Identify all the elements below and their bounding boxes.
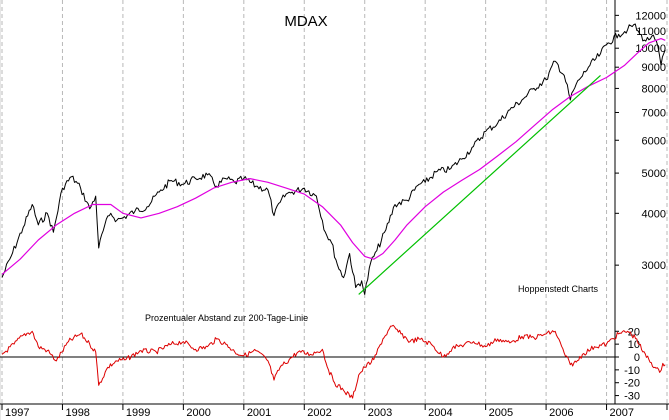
distance-panel-title: Prozentualer Abstand zur 200-Tage-Linie: [145, 313, 308, 323]
x-tick-label: 2002: [307, 407, 331, 419]
series-ma200-line: [1, 38, 666, 275]
x-tick-label: 2000: [186, 407, 210, 419]
price-tick-label: 9000: [642, 62, 666, 74]
distance-tick-label: -30: [624, 391, 640, 403]
series-index-line: [1, 23, 666, 295]
attribution-label: Hoppenstedt Charts: [518, 284, 599, 294]
price-tick-label: 5000: [642, 168, 666, 180]
price-tick-label: 4000: [642, 208, 666, 220]
series-distance-line: [1, 324, 666, 399]
x-tick-label: 2006: [549, 407, 573, 419]
x-tick-label: 2005: [489, 407, 513, 419]
series-layer: [1, 23, 666, 399]
x-tick-label: 2003: [368, 407, 392, 419]
price-tick-label: 11000: [636, 26, 666, 38]
series-trend-line: [358, 74, 601, 295]
x-tick-label: 1997: [5, 407, 29, 419]
distance-tick-label: 10: [628, 339, 640, 351]
x-tick-label: 2001: [247, 407, 271, 419]
price-tick-label: 6000: [642, 135, 666, 147]
x-tick-label: 2004: [428, 407, 452, 419]
distance-tick-label: 20: [628, 326, 640, 338]
x-tick-label: 1999: [126, 407, 150, 419]
price-tick-label: 10000: [635, 43, 666, 55]
chart-title: MDAX: [284, 13, 327, 30]
price-tick-label: 8000: [642, 83, 666, 95]
distance-tick-label: 0: [634, 352, 640, 364]
distance-tick-label: -20: [624, 378, 640, 390]
time-axis: 1997 1998 1999 2000 2001 2002 2003 2004 2005 2006…: [1, 404, 668, 419]
price-tick-label: 12000: [635, 10, 666, 22]
price-tick-label: 3000: [642, 260, 666, 272]
price-tick-label: 7000: [642, 107, 666, 119]
distance-tick-label: -10: [624, 365, 640, 377]
x-tick-label: 2007: [610, 407, 634, 419]
chart-grid: [1, 0, 668, 404]
x-tick-label: 1998: [65, 407, 89, 419]
price-axis: 3000 4000 5000 6000 7000 8000 9000 10000 11000 12…: [615, 10, 666, 272]
